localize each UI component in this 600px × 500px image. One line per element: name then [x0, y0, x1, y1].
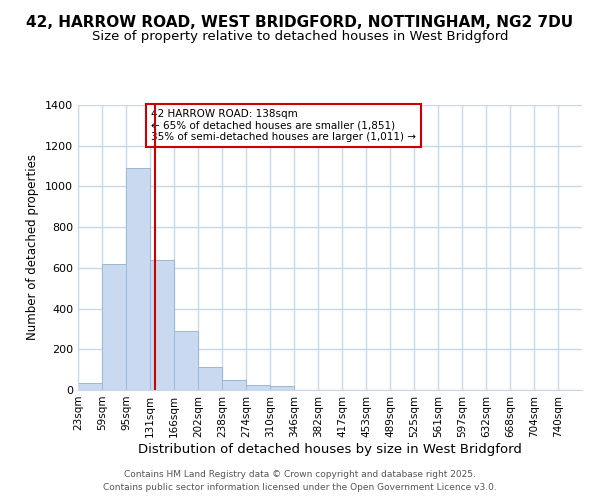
X-axis label: Distribution of detached houses by size in West Bridgford: Distribution of detached houses by size … — [138, 442, 522, 456]
Bar — [150, 260, 174, 390]
Text: Contains public sector information licensed under the Open Government Licence v3: Contains public sector information licen… — [103, 482, 497, 492]
Bar — [126, 168, 150, 390]
Y-axis label: Number of detached properties: Number of detached properties — [26, 154, 40, 340]
Bar — [198, 366, 222, 390]
Bar — [222, 380, 246, 390]
Text: Size of property relative to detached houses in West Bridgford: Size of property relative to detached ho… — [92, 30, 508, 43]
Text: Contains HM Land Registry data © Crown copyright and database right 2025.: Contains HM Land Registry data © Crown c… — [124, 470, 476, 479]
Text: 42 HARROW ROAD: 138sqm
← 65% of detached houses are smaller (1,851)
35% of semi-: 42 HARROW ROAD: 138sqm ← 65% of detached… — [151, 109, 416, 142]
Text: 42, HARROW ROAD, WEST BRIDGFORD, NOTTINGHAM, NG2 7DU: 42, HARROW ROAD, WEST BRIDGFORD, NOTTING… — [26, 15, 574, 30]
Bar — [78, 383, 102, 390]
Bar — [270, 386, 294, 390]
Bar — [102, 264, 126, 390]
Bar — [174, 331, 198, 390]
Bar — [246, 385, 270, 390]
